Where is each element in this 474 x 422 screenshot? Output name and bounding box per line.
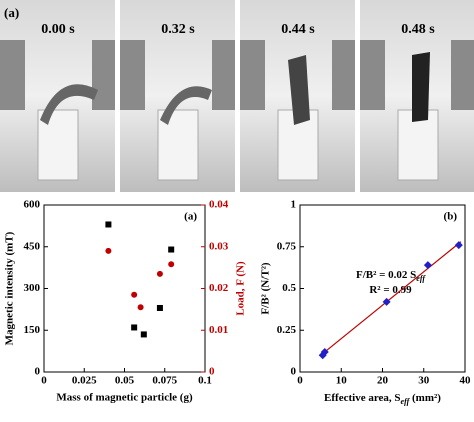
y-tick-label: 150 — [24, 324, 41, 336]
y-axis-label: F/B² (N/T²) — [260, 262, 272, 314]
x-axis-label-part: (mm²) — [409, 392, 441, 404]
y2-tick-label: 0.02 — [209, 282, 229, 294]
x-tick-label: 0.075 — [152, 375, 177, 387]
y-axis-label: Magnetic intensity (mT) — [4, 231, 16, 345]
point — [382, 297, 391, 306]
panel-label: (a) — [4, 5, 19, 20]
x-tick-label: 0 — [41, 375, 47, 387]
photo — [120, 0, 235, 192]
photo — [0, 0, 115, 192]
point — [320, 347, 329, 356]
x-axis-label-part: eff — [401, 397, 411, 406]
x-tick-label: 0 — [297, 375, 303, 387]
point — [105, 221, 112, 228]
y2-tick-label: 0 — [209, 366, 215, 378]
y-tick-label: 0.25 — [277, 324, 297, 336]
point — [137, 304, 144, 311]
y-tick-label: 0 — [291, 366, 297, 378]
y-tick-label: 0 — [35, 366, 41, 378]
photo — [240, 0, 355, 192]
point — [156, 270, 163, 277]
annotation: F/B² = 0.02 Seff — [356, 269, 426, 284]
panel-label: (a) — [184, 211, 197, 223]
point — [168, 246, 175, 253]
x-tick-label: 20 — [377, 375, 389, 387]
annotation-part: R² = 0.99 — [369, 284, 412, 296]
point — [156, 304, 163, 311]
point — [454, 241, 463, 250]
y-tick-label: 1 — [291, 199, 297, 211]
y2-tick-label: 0.03 — [209, 240, 229, 252]
point — [168, 261, 175, 268]
x-tick-label: 30 — [418, 375, 430, 387]
point — [131, 324, 138, 331]
x-axis-label: Mass of magnetic particle (g) — [56, 392, 193, 404]
fit-line — [320, 241, 462, 356]
x-axis-label-part: Effective area, S — [324, 392, 400, 404]
photo-row — [0, 0, 474, 192]
y-tick-label: 0.75 — [277, 240, 297, 252]
point — [131, 291, 138, 298]
y-tick-label: 0.5 — [282, 282, 296, 294]
annotation-part: eff — [416, 274, 426, 283]
plot-frame — [43, 204, 206, 373]
panel-label: (b) — [444, 211, 458, 223]
x-tick-label: 0.05 — [115, 375, 135, 387]
y-tick-label: 600 — [24, 199, 41, 211]
point — [140, 331, 147, 338]
frame-time: 0.00 s — [41, 22, 75, 37]
y2-tick-label: 0.01 — [209, 324, 228, 336]
y-tick-label: 450 — [24, 240, 41, 252]
x-tick-label: 40 — [460, 375, 472, 387]
annotation-part: F/B² = 0.02 S — [356, 269, 416, 281]
y-tick-label: 300 — [24, 282, 41, 294]
point — [423, 261, 432, 270]
frame-time: 0.48 s — [401, 22, 435, 37]
annotation: R² = 0.99 — [369, 284, 412, 296]
point — [105, 247, 112, 254]
x-tick-label: 0.1 — [198, 375, 212, 387]
x-tick-label: 0.025 — [72, 375, 97, 387]
photo — [360, 0, 474, 192]
x-tick-label: 10 — [336, 375, 348, 387]
frame-time: 0.32 s — [161, 22, 195, 37]
x-axis-label: Effective area, Seff (mm²) — [324, 392, 441, 407]
frame-time: 0.44 s — [281, 22, 315, 37]
y2-tick-label: 0.04 — [209, 199, 229, 211]
y2-axis-label: Load, F (N) — [235, 261, 247, 316]
